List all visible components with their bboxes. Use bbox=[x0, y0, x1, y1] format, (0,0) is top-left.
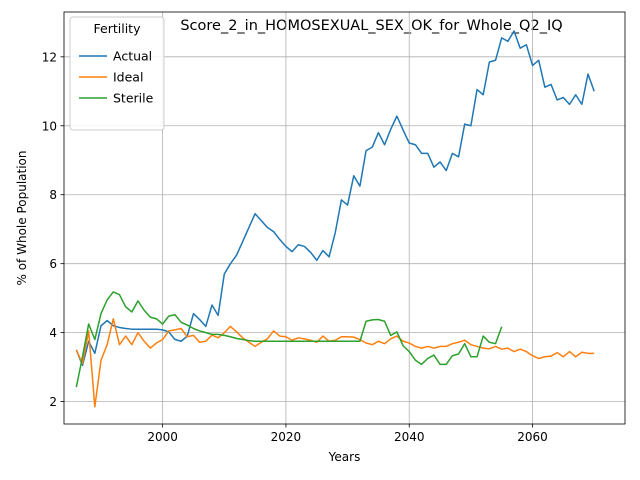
x-tick-label: 2000 bbox=[147, 430, 178, 444]
y-axis-label: % of Whole Population bbox=[15, 151, 29, 286]
legend-box bbox=[69, 16, 165, 131]
legend-label-ideal: Ideal bbox=[113, 70, 143, 85]
y-tick-label: 6 bbox=[49, 257, 57, 271]
y-tick-label: 12 bbox=[42, 50, 57, 64]
series-lines bbox=[75, 30, 595, 408]
x-tick-label: 2020 bbox=[271, 430, 302, 444]
x-axis-label: Years bbox=[328, 450, 361, 464]
series-line-ideal bbox=[75, 318, 595, 408]
series-line-actual bbox=[75, 30, 595, 367]
chart-title: Score_2_in_HOMOSEXUAL_SEX_OK_for_Whole_Q… bbox=[180, 18, 562, 34]
axis-ticks: 2000 2020 2040 2060 2 4 6 8 10 12 bbox=[42, 50, 548, 444]
series-line-sterile bbox=[75, 291, 503, 388]
plot-frame bbox=[63, 11, 626, 425]
legend-label-sterile: Sterile bbox=[113, 91, 154, 106]
x-tick-label: 2040 bbox=[394, 430, 425, 444]
legend: Fertility Actual Ideal Sterile bbox=[69, 16, 165, 131]
y-tick-label: 4 bbox=[49, 326, 57, 340]
y-tick-label: 2 bbox=[49, 395, 57, 409]
legend-label-actual: Actual bbox=[113, 49, 152, 64]
y-tick-label: 10 bbox=[42, 119, 57, 133]
y-tick-label: 8 bbox=[49, 188, 57, 202]
x-tick-label: 2060 bbox=[517, 430, 548, 444]
legend-title: Fertility bbox=[94, 21, 142, 36]
